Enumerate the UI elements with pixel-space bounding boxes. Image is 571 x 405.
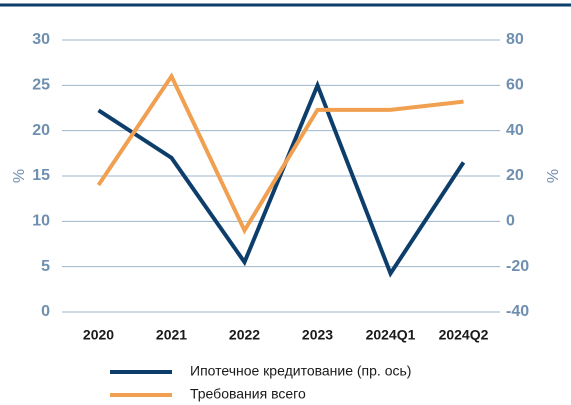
legend-label: Требования всего [190, 386, 306, 402]
y2-tick-label: 60 [506, 77, 524, 94]
line-series [96, 72, 464, 235]
x-tick-label: 2023 [302, 327, 333, 343]
x-tick-label: 2021 [156, 327, 187, 343]
y-tick-label: 25 [32, 77, 50, 94]
line-series [97, 79, 466, 278]
x-tick-label: 2022 [229, 327, 260, 343]
y-tick-label: 5 [41, 258, 50, 275]
y2-tick-label: 0 [506, 213, 515, 230]
y-tick-label: 0 [41, 303, 50, 320]
legend-label: Ипотечное кредитование (пр. ось) [190, 363, 411, 379]
y2-tick-label: -40 [506, 303, 529, 320]
x-tick-label: 2024Q2 [439, 327, 489, 343]
y-axis-label: % [11, 169, 28, 183]
y2-axis-label: % [545, 169, 562, 183]
y-tick-label: 30 [32, 31, 50, 48]
y-tick-label: 20 [32, 122, 50, 139]
x-tick-label: 2020 [83, 327, 114, 343]
y-tick-label: 10 [32, 213, 50, 230]
x-tick-label: 2024Q1 [366, 327, 416, 343]
y2-tick-label: 40 [506, 122, 524, 139]
y2-tick-label: -20 [506, 258, 529, 275]
y-tick-label: 15 [32, 167, 50, 184]
y2-tick-label: 20 [506, 167, 524, 184]
y2-tick-label: 80 [506, 31, 524, 48]
